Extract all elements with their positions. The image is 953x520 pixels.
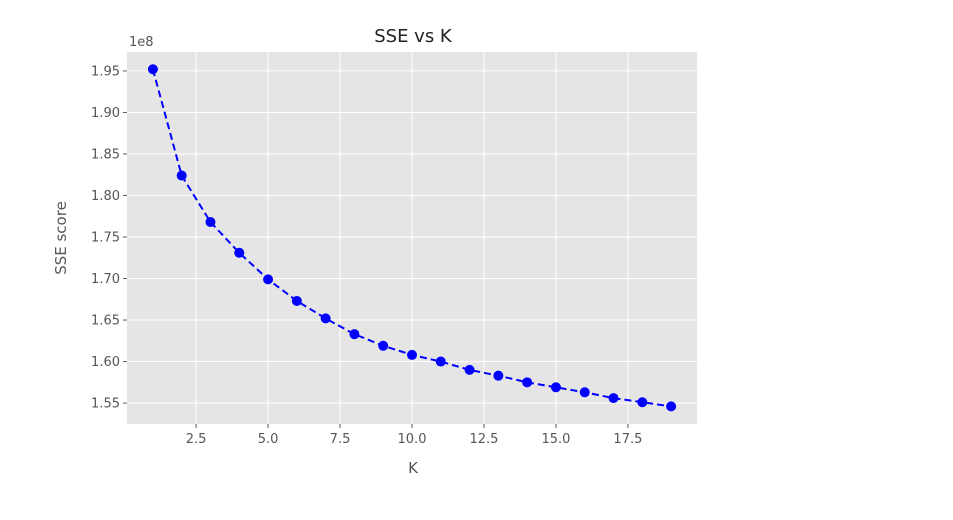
x-axis-ticks: 2.5 5.0 7.5 10.0 12.5 15.0 17.5 bbox=[186, 424, 642, 447]
series-sse bbox=[147, 64, 677, 412]
data-point bbox=[435, 356, 446, 367]
data-point bbox=[378, 340, 389, 351]
x-tick-label: 17.5 bbox=[613, 432, 642, 447]
y-tick-label: 1.55 bbox=[91, 397, 120, 412]
grid-lines bbox=[127, 52, 697, 424]
data-point bbox=[493, 370, 504, 381]
y-tick-label: 1.60 bbox=[91, 355, 120, 370]
data-point bbox=[263, 274, 274, 285]
data-point bbox=[637, 397, 648, 408]
data-point bbox=[407, 349, 417, 360]
x-tick-label: 2.5 bbox=[186, 432, 207, 447]
y-tick-label: 1.80 bbox=[91, 189, 120, 204]
data-point bbox=[666, 401, 677, 412]
y-tick-label: 1.70 bbox=[91, 272, 120, 287]
data-point bbox=[291, 295, 302, 306]
data-point bbox=[176, 170, 187, 181]
x-tick-label: 7.5 bbox=[330, 432, 351, 447]
data-point bbox=[234, 247, 245, 258]
data-point bbox=[550, 382, 561, 393]
y-tick-label: 1.90 bbox=[91, 106, 120, 121]
data-point bbox=[522, 377, 533, 388]
y-tick-label: 1.75 bbox=[91, 231, 120, 246]
chart-title: SSE vs K bbox=[374, 26, 453, 47]
x-tick-label: 5.0 bbox=[258, 432, 279, 447]
x-tick-label: 10.0 bbox=[398, 432, 427, 447]
data-point bbox=[147, 64, 158, 75]
data-point bbox=[205, 217, 216, 228]
y-axis-ticks: 1.55 1.60 1.65 1.70 1.75 1.80 1.85 1.90 1.95 bbox=[91, 64, 127, 412]
y-axis-label: SSE score bbox=[52, 201, 70, 275]
y-tick-label: 1.65 bbox=[91, 314, 120, 329]
data-point bbox=[608, 393, 619, 404]
y-tick-label: 1.85 bbox=[91, 147, 120, 162]
data-point bbox=[464, 364, 475, 375]
data-point bbox=[579, 387, 590, 398]
y-axis-offset-label: 1e8 bbox=[129, 35, 154, 50]
x-axis-label: K bbox=[408, 459, 419, 477]
data-point bbox=[320, 313, 331, 324]
y-tick-label: 1.95 bbox=[91, 64, 120, 79]
x-tick-label: 15.0 bbox=[541, 432, 570, 447]
x-tick-label: 12.5 bbox=[469, 432, 498, 447]
data-point bbox=[349, 329, 360, 340]
